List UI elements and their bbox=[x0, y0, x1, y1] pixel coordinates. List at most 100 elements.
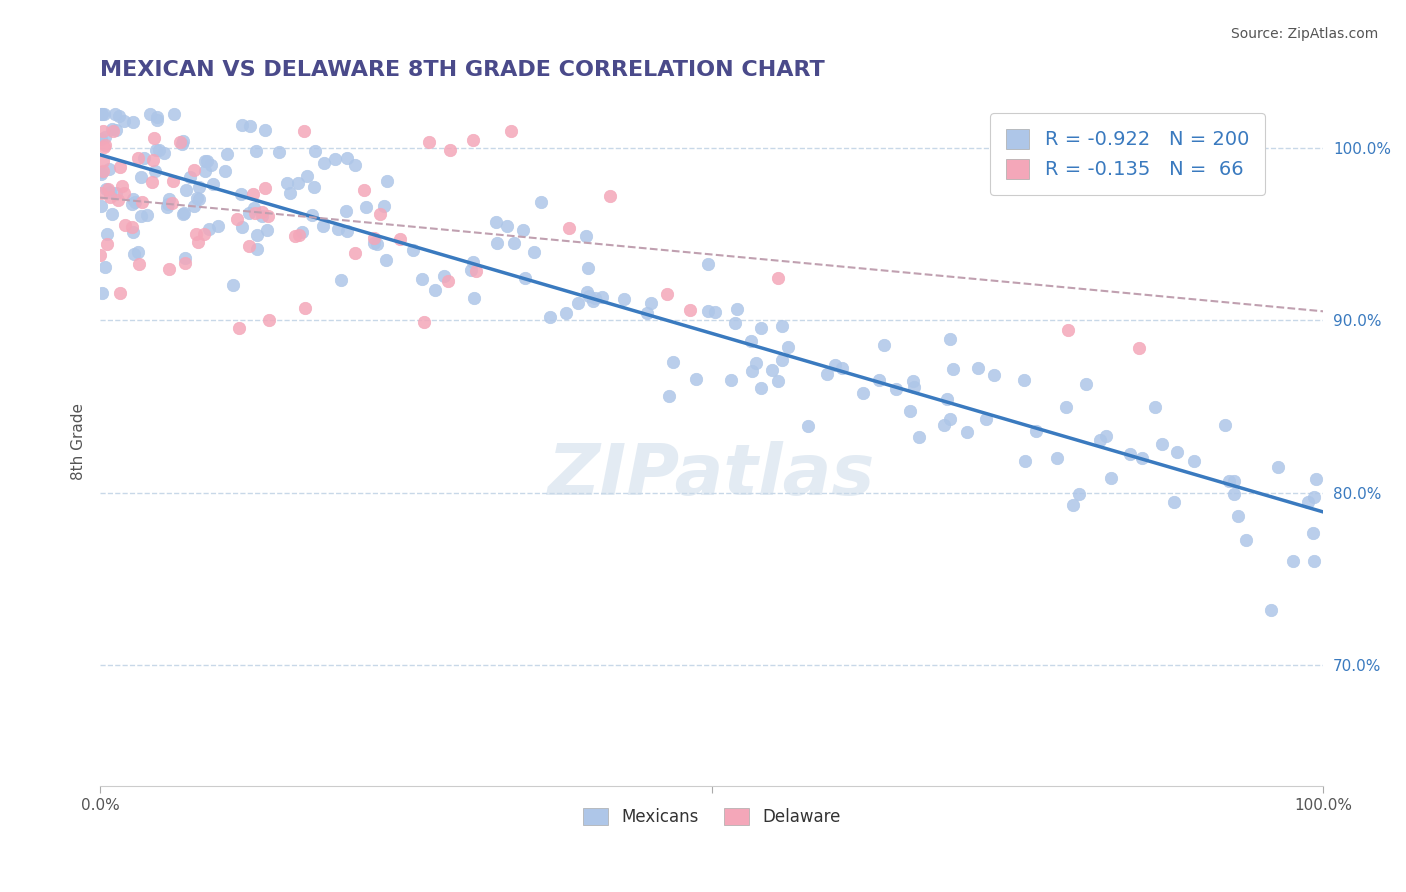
Point bbox=[744, 356, 766, 370]
Point bbox=[170, 136, 193, 151]
Point bbox=[108, 109, 131, 123]
Point bbox=[93, 140, 115, 154]
Point bbox=[697, 257, 720, 271]
Point bbox=[815, 368, 838, 382]
Point bbox=[287, 176, 309, 190]
Point bbox=[238, 205, 260, 219]
Point bbox=[183, 162, 205, 177]
Point bbox=[576, 285, 599, 300]
Point bbox=[776, 340, 799, 354]
Point bbox=[312, 219, 335, 233]
Point bbox=[824, 359, 846, 373]
Point bbox=[658, 389, 681, 403]
Point bbox=[1099, 471, 1122, 485]
Point bbox=[496, 219, 519, 234]
Point bbox=[770, 353, 793, 368]
Point bbox=[558, 221, 581, 235]
Point bbox=[567, 296, 589, 310]
Point bbox=[246, 242, 269, 256]
Point bbox=[122, 247, 145, 261]
Point bbox=[1088, 434, 1111, 448]
Point bbox=[402, 244, 425, 258]
Point bbox=[195, 154, 218, 169]
Point bbox=[868, 373, 890, 387]
Point bbox=[312, 156, 335, 170]
Point bbox=[485, 215, 508, 229]
Point bbox=[898, 404, 921, 418]
Point bbox=[413, 315, 436, 329]
Point bbox=[143, 164, 166, 178]
Point bbox=[222, 277, 245, 292]
Point bbox=[94, 182, 117, 196]
Point bbox=[1282, 554, 1305, 568]
Point bbox=[187, 192, 209, 206]
Point bbox=[1062, 498, 1084, 512]
Point bbox=[90, 132, 112, 146]
Point bbox=[124, 194, 146, 209]
Point bbox=[939, 332, 962, 346]
Point bbox=[499, 124, 522, 138]
Point bbox=[111, 179, 134, 194]
Point bbox=[366, 237, 388, 252]
Point bbox=[156, 200, 179, 214]
Point bbox=[257, 313, 280, 327]
Point bbox=[740, 334, 762, 349]
Point bbox=[91, 286, 114, 301]
Point bbox=[184, 227, 207, 241]
Point bbox=[157, 262, 180, 277]
Point bbox=[326, 222, 349, 236]
Point bbox=[425, 283, 447, 297]
Point bbox=[1057, 323, 1080, 337]
Point bbox=[515, 270, 537, 285]
Point bbox=[90, 106, 112, 120]
Point bbox=[966, 361, 988, 376]
Point bbox=[512, 223, 534, 237]
Point bbox=[942, 362, 965, 376]
Point bbox=[243, 205, 266, 219]
Point bbox=[269, 145, 291, 159]
Point bbox=[766, 374, 789, 388]
Point bbox=[107, 193, 129, 207]
Point bbox=[411, 272, 433, 286]
Point bbox=[162, 174, 184, 188]
Point bbox=[94, 137, 117, 152]
Point bbox=[302, 180, 325, 194]
Point bbox=[112, 113, 135, 128]
Point bbox=[1302, 525, 1324, 540]
Point bbox=[375, 252, 398, 267]
Point bbox=[122, 225, 145, 239]
Point bbox=[256, 209, 278, 223]
Point bbox=[1223, 486, 1246, 500]
Point bbox=[98, 161, 121, 176]
Point bbox=[1067, 487, 1090, 501]
Point bbox=[939, 412, 962, 426]
Text: ZIPatlas: ZIPatlas bbox=[548, 441, 876, 510]
Point bbox=[291, 225, 314, 239]
Point bbox=[1056, 400, 1078, 414]
Point bbox=[135, 208, 157, 222]
Point bbox=[344, 158, 367, 172]
Point bbox=[173, 206, 195, 220]
Point bbox=[131, 194, 153, 209]
Point bbox=[146, 113, 169, 128]
Point bbox=[174, 256, 197, 270]
Point bbox=[983, 368, 1005, 383]
Point bbox=[554, 306, 576, 320]
Point bbox=[127, 151, 149, 165]
Point bbox=[1267, 459, 1289, 474]
Point bbox=[186, 191, 208, 205]
Point bbox=[335, 204, 357, 219]
Point bbox=[523, 244, 546, 259]
Point bbox=[127, 244, 149, 259]
Point bbox=[121, 196, 143, 211]
Point bbox=[370, 207, 392, 221]
Text: MEXICAN VS DELAWARE 8TH GRADE CORRELATION CHART: MEXICAN VS DELAWARE 8TH GRADE CORRELATIO… bbox=[100, 60, 825, 79]
Point bbox=[749, 381, 772, 395]
Point bbox=[725, 301, 748, 316]
Point bbox=[214, 164, 236, 178]
Point bbox=[1095, 429, 1118, 443]
Point bbox=[128, 257, 150, 271]
Point bbox=[323, 153, 346, 167]
Point bbox=[231, 118, 253, 132]
Point bbox=[1025, 424, 1047, 438]
